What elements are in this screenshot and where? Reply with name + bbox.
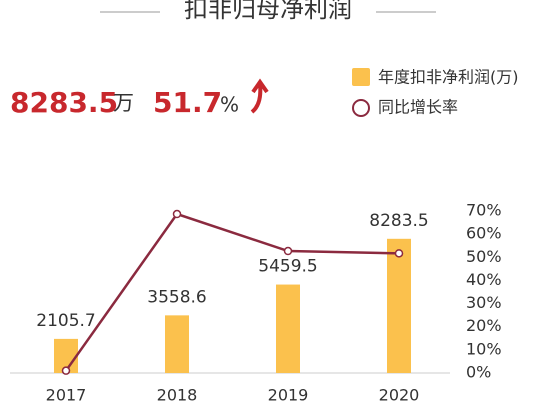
x-tick-label: 2019 <box>268 386 309 405</box>
amount: 8283.5 <box>10 86 118 119</box>
y2-tick-label: 60% <box>466 224 502 243</box>
y2-tick-label: 70% <box>466 201 502 220</box>
growth-point <box>283 246 293 256</box>
x-tick-label: 2018 <box>157 386 198 405</box>
amount-unit: 万 <box>113 91 134 115</box>
bar-value-label: 5459.5 <box>258 257 317 277</box>
up-arrow <box>250 78 269 114</box>
growth-point <box>172 209 182 219</box>
y2-tick-label: 30% <box>466 293 502 312</box>
y2-tick-label: 40% <box>466 270 502 289</box>
legend-swatch <box>352 99 370 117</box>
bar-value-label: 2105.7 <box>36 311 95 331</box>
x-tick-label: 2020 <box>379 386 420 405</box>
growth-point <box>61 366 71 375</box>
growth: 51.7 <box>153 86 222 119</box>
x-tick-label: 2017 <box>46 386 87 405</box>
bar <box>387 238 411 373</box>
growth-line <box>64 212 400 372</box>
legend-label: 年度扣非净利润(万) <box>378 68 519 87</box>
growth-point <box>394 249 404 258</box>
legend-swatch <box>352 68 370 86</box>
y2-tick-label: 50% <box>466 247 502 266</box>
title: 扣非归母净利润 <box>184 0 352 23</box>
growth-unit: % <box>220 93 239 117</box>
y2-tick-label: 0% <box>466 363 491 382</box>
y2-tick-label: 20% <box>466 316 502 335</box>
bar <box>165 315 189 373</box>
legend-label: 同比增长率 <box>378 98 458 117</box>
bar <box>276 284 300 373</box>
bar-value-label: 3558.6 <box>147 287 206 307</box>
y2-tick-label: 10% <box>466 339 502 358</box>
bar-value-label: 8283.5 <box>369 211 428 231</box>
